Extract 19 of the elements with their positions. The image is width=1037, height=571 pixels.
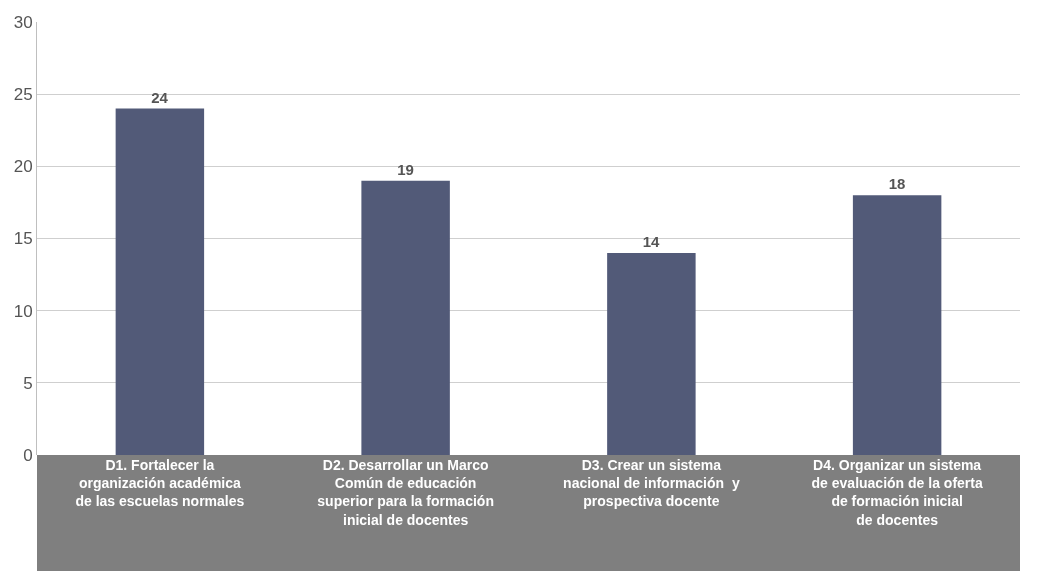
- data-label: 14: [642, 232, 661, 250]
- data-label: 19: [397, 160, 414, 178]
- data-label: 18: [888, 175, 906, 193]
- data-label: 24: [151, 88, 169, 106]
- bar: [115, 108, 205, 455]
- y-tick-label: 25: [13, 85, 33, 105]
- y-tick-label: 0: [23, 445, 33, 465]
- bar: [852, 195, 942, 455]
- y-tick-label: 30: [13, 12, 33, 32]
- bar: [607, 252, 696, 455]
- y-tick-label: 5: [23, 373, 33, 393]
- x-tick-label: D1. Fortalecer la organización académica de las escuelas normales: [75, 457, 245, 510]
- y-tick-label: 10: [13, 301, 33, 321]
- y-tick-label: 15: [13, 229, 33, 249]
- y-tick-label: 20: [13, 157, 33, 177]
- x-tick-label: D4. Organizar un sistema de evaluación de la oferta de formación inicial de docentes: [811, 457, 983, 528]
- x-tick-label: D2. Desarrollar un Marco Común de educación superior para la formación inicial de docentes: [317, 457, 494, 528]
- x-tick-label: D3. Crear un sistema nacional de información y prospectiva docente: [563, 457, 740, 510]
- bar: [361, 180, 450, 455]
